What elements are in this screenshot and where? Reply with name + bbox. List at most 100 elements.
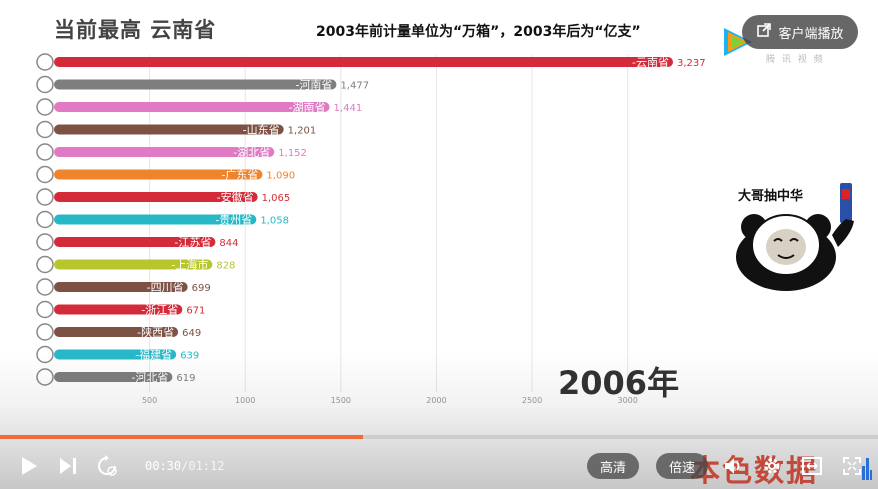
bar-category-label: -上海市 — [171, 258, 208, 272]
fullscreen-icon — [843, 457, 861, 475]
bar-value-label: 1,441 — [334, 103, 363, 114]
bar-value-label: 1,090 — [266, 171, 295, 182]
watermark-top-right: 腾 讯 视 频 — [766, 55, 825, 65]
time-separator: / — [181, 459, 189, 473]
bar-avatar — [36, 165, 54, 184]
meme-caption: 大哥抽中华 — [738, 189, 804, 204]
bar-value-label: 1,477 — [340, 81, 369, 92]
bar-category-label: -山东省 — [243, 124, 280, 137]
bar-category-label: -湖北省 — [233, 146, 270, 159]
speed-button[interactable]: 倍速 — [656, 453, 708, 479]
bar — [54, 147, 275, 157]
x-tick-label: 2000 — [426, 396, 446, 405]
external-open-icon — [756, 22, 772, 42]
volume-button[interactable] — [722, 454, 746, 478]
client-play-label: 客户端播放 — [778, 26, 844, 42]
year-label: 2006年 — [558, 364, 680, 402]
loop-button[interactable] — [94, 454, 120, 478]
bar — [54, 169, 263, 180]
bar-avatar — [36, 53, 54, 71]
bar-category-label: -河北省 — [131, 371, 168, 384]
bar-category-label: -福建省 — [135, 348, 172, 362]
settings-button[interactable] — [760, 454, 784, 478]
bar-category-label: -河南省 — [295, 79, 332, 92]
bar-avatar — [36, 188, 54, 206]
volume-icon — [723, 456, 745, 476]
bar-category-label: -贵州省 — [215, 214, 252, 227]
bar-value-label: 3,237 — [677, 58, 706, 69]
x-tick-label: 2500 — [522, 396, 542, 405]
bar-category-label: -江苏省 — [174, 236, 211, 249]
watermark-bars-icon — [862, 452, 872, 480]
bar-value-label: 699 — [192, 283, 211, 294]
bar-value-label: 1,058 — [260, 216, 289, 227]
bar — [54, 237, 216, 247]
bar-category-label: -陕西省 — [137, 325, 174, 339]
theater-mode-button[interactable] — [800, 454, 824, 478]
bar-value-label: 828 — [216, 261, 235, 272]
time-current: 00:30 — [145, 459, 182, 473]
bar — [54, 327, 179, 337]
quality-button[interactable]: 高清 — [587, 453, 639, 479]
bar-category-label: -广东省 — [221, 169, 258, 182]
x-tick-label: 1000 — [235, 396, 255, 405]
bar — [54, 192, 258, 202]
unit-note: 2003年前计量单位为“万箱”，2003年后为“亿支” — [316, 24, 641, 40]
bar-value-label: 1,065 — [262, 193, 291, 204]
bar — [54, 214, 257, 225]
bar-avatar — [36, 210, 54, 229]
current-leader-title: 当前最高 云南省 — [54, 18, 217, 42]
x-tick-label: 1500 — [331, 396, 351, 405]
bar-avatar — [36, 345, 54, 364]
bar-avatar — [36, 120, 54, 139]
bar-category-label: -浙江省 — [141, 304, 178, 317]
bar-value-label: 639 — [180, 351, 199, 362]
bar — [54, 124, 284, 135]
play-button[interactable] — [18, 454, 40, 478]
watermark-bottom-right: 本色数据 — [690, 454, 818, 489]
x-tick-label: 3000 — [617, 396, 637, 405]
bar — [54, 259, 213, 270]
bar-avatar — [36, 323, 54, 341]
x-tick-label: 500 — [142, 396, 157, 405]
time-total: 01:12 — [188, 459, 225, 473]
bar — [54, 57, 673, 67]
bar — [54, 349, 177, 360]
player-controls: 00:30/01:12 高清 倍速 — [0, 448, 878, 484]
bar-value-label: 619 — [176, 373, 195, 384]
bar — [54, 102, 330, 112]
bar-value-label: 649 — [182, 328, 201, 339]
panda-meme-sticker: 大哥抽中华 — [728, 175, 864, 295]
next-button[interactable] — [56, 454, 80, 478]
client-play-button[interactable]: 客户端播放 — [742, 15, 858, 49]
bar — [54, 372, 173, 382]
bar-avatar — [36, 300, 54, 319]
bar-category-label: -安徽省 — [217, 190, 254, 204]
bar-avatar — [36, 278, 54, 296]
bar-category-label: -云南省 — [632, 56, 669, 69]
progress-bar[interactable] — [0, 435, 878, 439]
bar-category-label: -湖南省 — [289, 101, 326, 114]
time-display: 00:30/01:12 — [145, 459, 224, 473]
loop-icon — [96, 455, 118, 477]
bar-value-label: 1,201 — [288, 126, 317, 137]
tencent-video-logo-icon — [718, 22, 758, 62]
bar-avatar — [36, 98, 54, 116]
play-icon — [20, 456, 38, 476]
theater-mode-icon — [802, 457, 822, 475]
bar-category-label: -四川省 — [147, 281, 184, 294]
bar-avatar — [36, 75, 54, 94]
bar — [54, 79, 337, 90]
bar-value-label: 1,152 — [278, 148, 307, 159]
bar-value-label: 671 — [186, 306, 205, 317]
bar-avatar — [36, 368, 54, 386]
bar-avatar — [36, 233, 54, 251]
bar — [54, 304, 183, 315]
bar-value-label: 844 — [219, 238, 238, 249]
fullscreen-button[interactable] — [840, 454, 864, 478]
settings-icon — [762, 456, 782, 476]
progress-fill — [0, 435, 364, 439]
bar-avatar — [36, 143, 54, 161]
